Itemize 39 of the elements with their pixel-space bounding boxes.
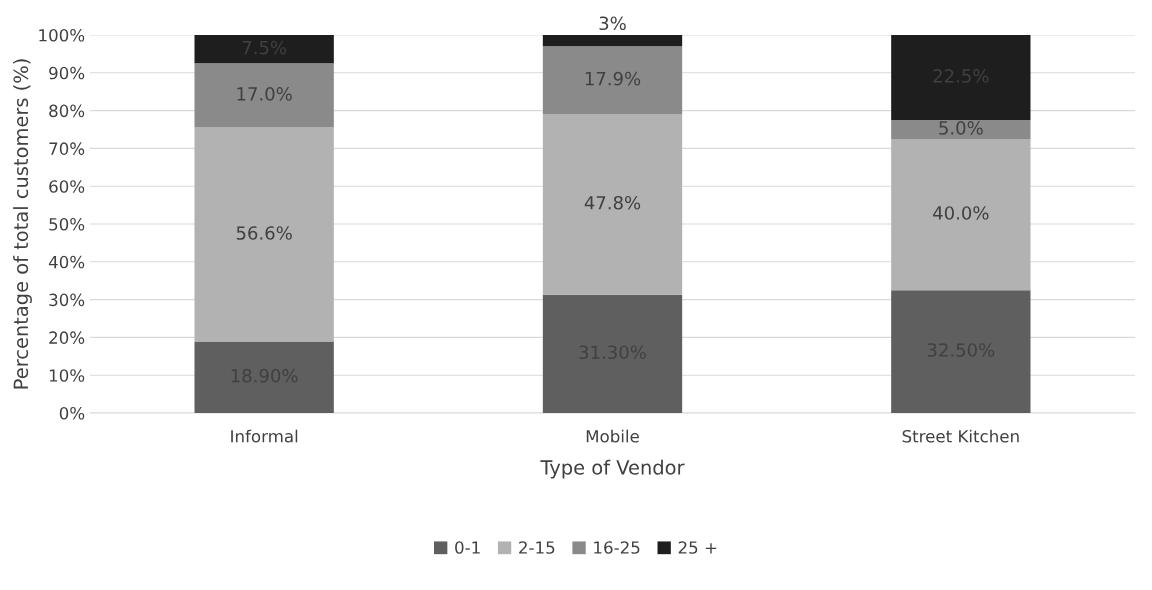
- y-tick-label: 50%: [49, 217, 85, 231]
- x-axis-title: Type of Vendor: [540, 459, 685, 479]
- data-label: 17.9%: [585, 71, 641, 86]
- y-tick-label: 90%: [49, 66, 85, 80]
- x-tick-label: Mobile: [586, 429, 639, 443]
- bar: [542, 35, 683, 47]
- y-tick-label: 30%: [49, 293, 85, 307]
- y-axis-title: Percentage of total customers (%): [13, 59, 32, 389]
- y-tick-label: 10%: [49, 369, 85, 382]
- legend-label: 16-25: [594, 541, 640, 554]
- bar: [194, 341, 334, 413]
- data-label: 5.0%: [939, 121, 983, 135]
- y-tick-label: 0%: [59, 406, 85, 420]
- y-tick-label: 60%: [49, 180, 85, 193]
- y-tick-label: 100%: [39, 28, 85, 42]
- data-label: 17.0%: [237, 87, 292, 101]
- y-tick-label: 80%: [49, 104, 85, 118]
- data-label: 3%: [599, 16, 626, 31]
- bar: [542, 294, 683, 413]
- legend-label: 2-15: [519, 541, 555, 554]
- bar: [194, 35, 334, 64]
- data-label: 56.6%: [236, 226, 292, 240]
- bar: [542, 46, 683, 114]
- bar: [891, 120, 1031, 139]
- x-tick-label: Informal: [231, 429, 298, 443]
- y-tick-label: 20%: [49, 331, 85, 344]
- y-tick-label: 70%: [49, 142, 85, 155]
- bar: [194, 127, 334, 342]
- data-label: 40.0%: [933, 206, 989, 220]
- legend-label: 25 +: [678, 541, 717, 554]
- bar: [891, 35, 1031, 121]
- bar: [194, 63, 334, 128]
- legend-label: 0-1: [455, 541, 480, 554]
- bar: [891, 290, 1031, 413]
- bar: [542, 114, 683, 295]
- bar: [891, 138, 1031, 291]
- data-label: 47.8%: [584, 195, 641, 210]
- y-tick-label: 40%: [48, 255, 85, 269]
- x-tick-label: Street Kitchen: [902, 429, 1019, 443]
